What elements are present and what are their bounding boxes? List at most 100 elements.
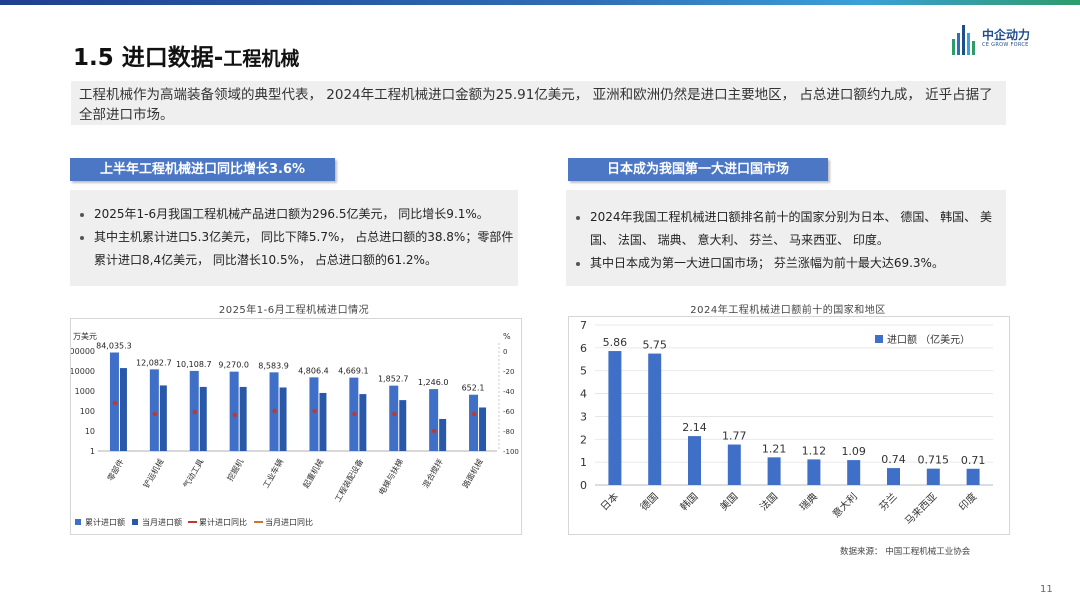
legend-label: 累计进口同比 (199, 517, 247, 527)
data-label: 84,035.3 (96, 342, 132, 351)
right-bullet-box: 2024年我国工程机械进口额排名前十的国家分别为日本、 德国、 韩国、 美国、 … (566, 190, 1006, 286)
cumulative-bar (429, 389, 439, 451)
data-label: 1.12 (802, 444, 827, 457)
yoy-marker (192, 409, 197, 415)
page-title: 1.5 进口数据-工程机械 (73, 45, 300, 71)
x-tick-label: 意大利 (829, 490, 859, 520)
monthly-bar (439, 418, 447, 451)
import-bar (767, 457, 781, 485)
cumulative-bar (149, 369, 159, 451)
y-tick-label: 7 (580, 319, 587, 332)
yoy-marker (392, 411, 397, 417)
data-label: 0.74 (881, 453, 906, 466)
right-chart-title: 2024年工程机械进口额前十的国家和地区 (690, 305, 886, 316)
yoy-marker (232, 412, 237, 418)
yoy-marker (112, 400, 118, 406)
monthly-bar (159, 385, 167, 451)
x-tick-label: 印度 (956, 490, 979, 513)
import-bar (688, 436, 701, 485)
yoy-marker (312, 408, 317, 414)
monthly-bar (319, 392, 327, 451)
y2-axis-unit-label: % (503, 332, 511, 341)
y-tick-label: 10000 (71, 367, 95, 376)
legend-label: 当月进口额 (142, 517, 182, 527)
top-accent-bar (0, 0, 1080, 5)
y-tick-label: 6 (580, 342, 587, 355)
monthly-bar (199, 386, 207, 451)
data-label: 1,246.0 (418, 378, 449, 387)
data-label: 1.21 (762, 442, 787, 455)
legend-swatch (875, 335, 883, 343)
legend-label: 累计进口额 (85, 517, 125, 527)
monthly-bar (119, 368, 127, 451)
y-tick-label: 2 (580, 433, 587, 446)
legend-swatch (75, 519, 81, 525)
data-label: 4,806.4 (298, 366, 329, 375)
monthly-bar (359, 394, 367, 451)
x-tick-label: 瑞典 (797, 490, 820, 513)
x-tick-label: 电梯与扶梯 (376, 457, 405, 497)
monthly-bar (399, 400, 407, 451)
yoy-marker (431, 428, 437, 434)
data-label: 0.71 (961, 454, 986, 467)
left-bullet-1: 2025年1-6月我国工程机械产品进口额为296.5亿美元， 同比增长9.1%。 (94, 203, 518, 226)
data-label: 2.14 (682, 421, 707, 434)
right-bullet-2: 其中日本成为第一大进口国市场； 芬兰涨幅为前十最大达69.3%。 (590, 252, 1006, 275)
x-tick-label: 韩国 (677, 490, 700, 513)
x-tick-label: 芬兰 (876, 490, 899, 513)
cumulative-bar (469, 394, 479, 451)
data-source: 数据来源： 中国工程机械工业协会 (840, 547, 971, 557)
y-tick-label: 1 (580, 456, 587, 469)
cumulative-bar (309, 377, 319, 451)
x-tick-label: 工程装配设备 (332, 457, 365, 504)
data-label: 5.75 (642, 339, 667, 352)
legend-label: 进口额 （亿美元） (887, 333, 970, 346)
cumulative-bar (229, 371, 239, 451)
left-chart-frame: 万美元%1000001000010001001010-20-40-60-80-1… (64, 318, 522, 535)
monthly-bar (279, 387, 287, 451)
yoy-marker (152, 411, 158, 417)
monthly-bar (479, 407, 487, 451)
x-tick-label: 铲运机械 (141, 457, 166, 490)
y-tick-label: 0 (580, 479, 587, 492)
data-label: 4,669.1 (338, 367, 369, 376)
right-bullet-1: 2024年我国工程机械进口额排名前十的国家分别为日本、 德国、 韩国、 美国、 … (590, 206, 1006, 252)
left-bullet-box: 2025年1-6月我国工程机械产品进口额为296.5亿美元， 同比增长9.1%。… (70, 190, 518, 286)
y-tick-label: 3 (580, 410, 587, 423)
y-tick-label: 100 (80, 407, 95, 416)
brand-logo: 中企动力 CE GROW FORCE (952, 22, 1052, 56)
logo-english: CE GROW FORCE (982, 42, 1029, 48)
summary-text: 工程机械作为高端装备领域的典型代表， 2024年工程机械进口金额为25.91亿美… (71, 81, 1006, 125)
data-label: 10,108.7 (176, 360, 212, 369)
x-tick-label: 工业车辆 (261, 457, 286, 490)
cumulative-bar (389, 385, 399, 451)
left-section-tag: 上半年工程机械进口同比增长3.6% (70, 158, 335, 181)
import-bar (847, 460, 861, 485)
x-tick-label: 混合搅拌 (420, 457, 445, 490)
y-tick-label: 1 (90, 447, 95, 456)
data-label: 5.86 (603, 336, 628, 349)
import-bar (648, 353, 662, 485)
monthly-bar (239, 386, 247, 451)
data-label: 652.1 (462, 384, 485, 393)
legend-swatch (132, 519, 138, 525)
import-log-chart: 万美元%1000001000010001001010-20-40-60-80-1… (64, 331, 518, 527)
data-label: 1,852.7 (378, 375, 409, 384)
import-bar (727, 444, 741, 485)
y-axis-unit-label: 万美元 (73, 331, 97, 341)
x-tick-label: 美国 (717, 490, 740, 513)
y2-tick-label: -40 (503, 388, 514, 396)
legend-label: 当月进口同比 (265, 517, 313, 527)
yoy-marker (352, 411, 357, 417)
data-label: 0.715 (918, 454, 950, 467)
yoy-marker (272, 408, 277, 414)
import-bar (966, 468, 980, 485)
y2-tick-label: -80 (503, 428, 514, 436)
y2-tick-label: -60 (503, 408, 514, 416)
x-tick-label: 法国 (757, 490, 780, 513)
data-label: 1.77 (722, 430, 747, 443)
import-bar (608, 351, 622, 485)
x-tick-label: 挖掘机 (225, 457, 246, 483)
data-label: 1.09 (841, 445, 866, 458)
y2-tick-label: 0 (503, 348, 507, 356)
